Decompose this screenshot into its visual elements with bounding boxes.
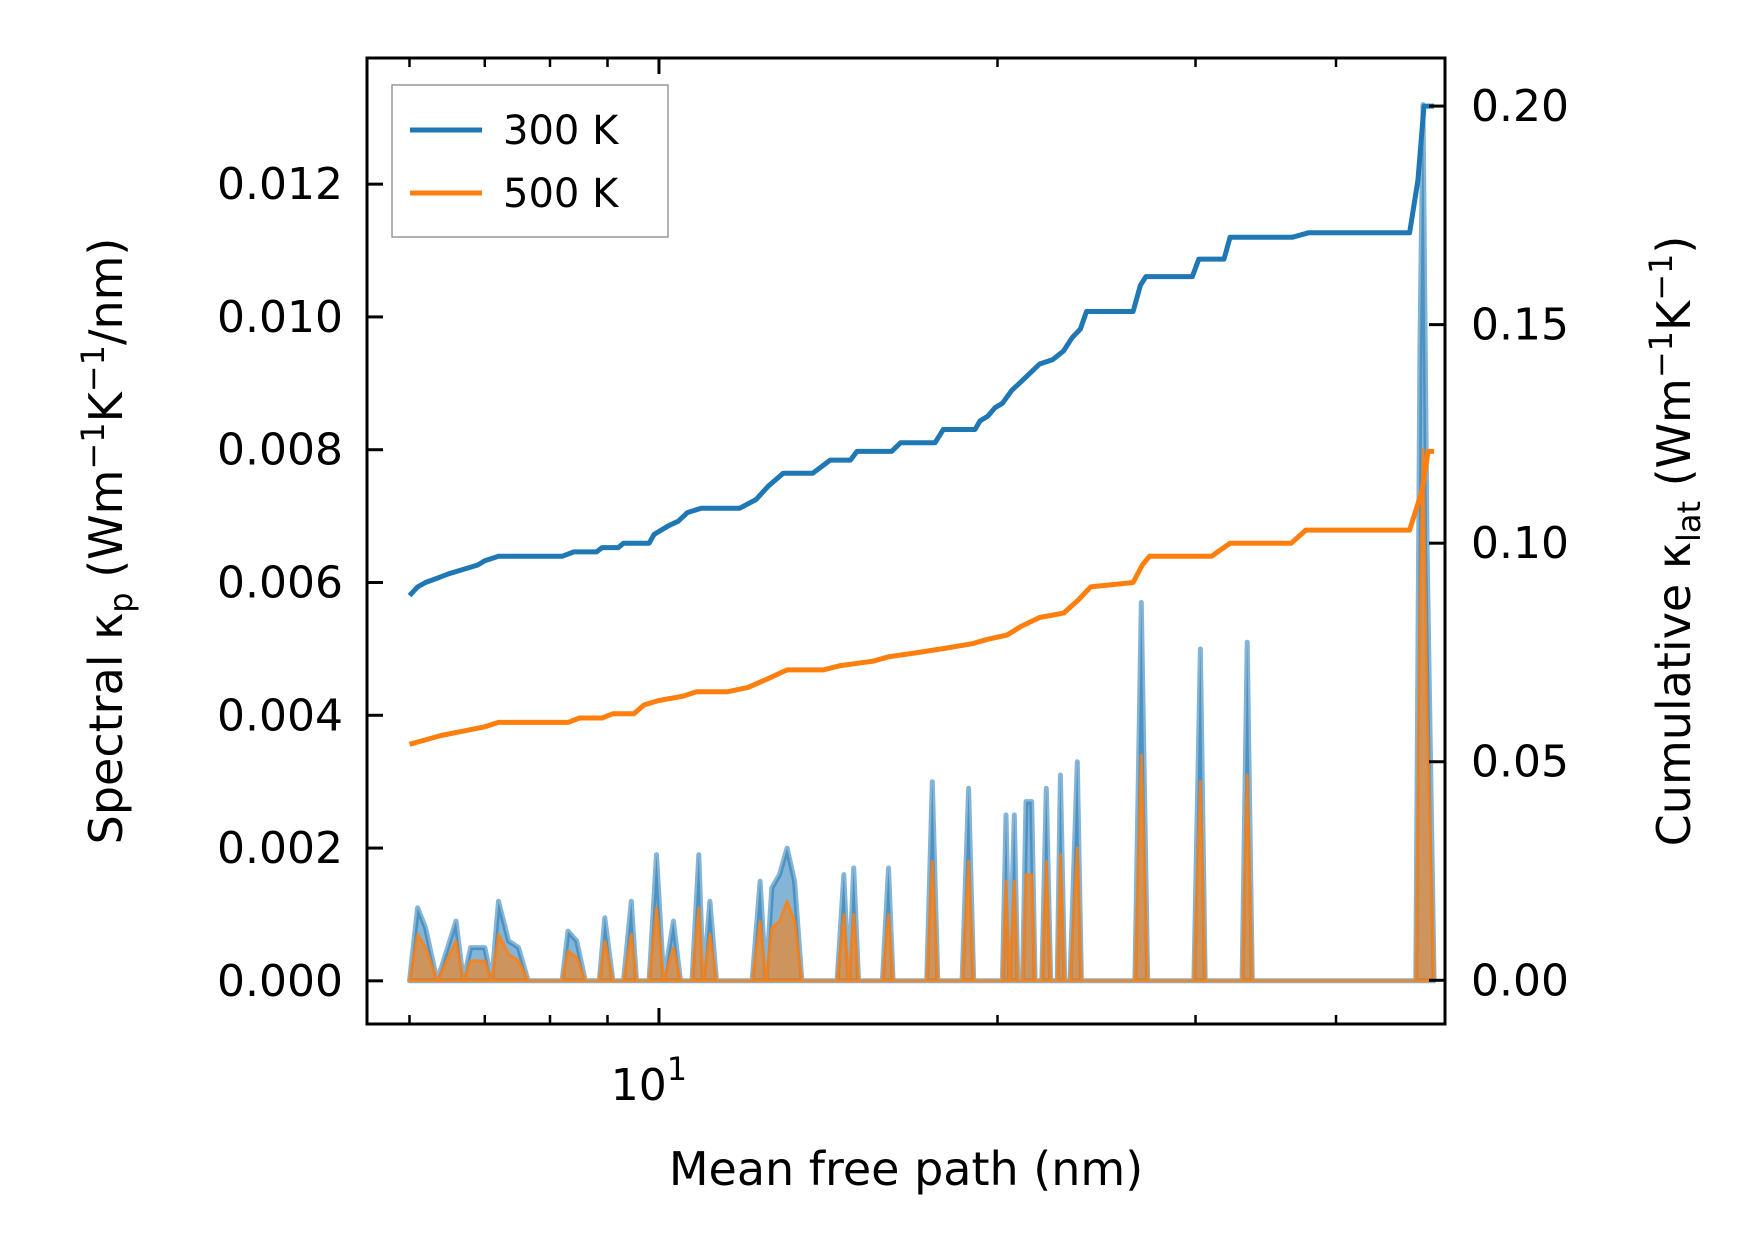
legend: 300 K 500 K xyxy=(391,84,669,238)
left-y-tick-label: 0.004 xyxy=(217,690,343,741)
right-y-axis-title: Cumulative κlat (Wm−1K−1) xyxy=(1642,236,1708,847)
left-y-tick-label: 0.000 xyxy=(217,956,343,1007)
right-y-tick-label: 0.20 xyxy=(1471,81,1569,132)
x-axis-title: Mean free path (nm) xyxy=(669,1142,1143,1196)
cumulative-500k-line xyxy=(408,448,1435,747)
left-y-tick-label: 0.006 xyxy=(217,557,343,608)
left-y-tick-label: 0.002 xyxy=(217,823,343,874)
x-axis: 101 xyxy=(408,58,1338,1111)
cumulative-300k-line xyxy=(407,103,1435,598)
left-y-tick-label: 0.010 xyxy=(217,292,343,343)
left-y-tick-label: 0.008 xyxy=(217,425,343,476)
right-y-tick-label: 0.00 xyxy=(1471,955,1569,1006)
right-y-tick-label: 0.10 xyxy=(1471,518,1569,569)
spectral-500k-area xyxy=(408,448,1436,983)
right-y-tick-label: 0.15 xyxy=(1471,300,1569,351)
legend-label-500k: 500 K xyxy=(503,171,620,217)
left-y-axis: 0.000 0.002 0.004 0.006 0.008 0.010 0.012 xyxy=(217,159,383,1007)
legend-box xyxy=(391,84,669,238)
plot-frame xyxy=(365,56,1447,1026)
x-tick-label: 101 xyxy=(611,1050,687,1111)
left-y-axis-title: Spectral κp (Wm−1K−1/nm) xyxy=(74,238,140,845)
left-y-tick-label: 0.012 xyxy=(217,159,343,210)
right-y-axis: 0.00 0.05 0.10 0.15 0.20 xyxy=(1429,81,1569,1006)
right-y-tick-label: 0.05 xyxy=(1471,737,1569,788)
legend-label-300k: 300 K xyxy=(503,108,620,154)
